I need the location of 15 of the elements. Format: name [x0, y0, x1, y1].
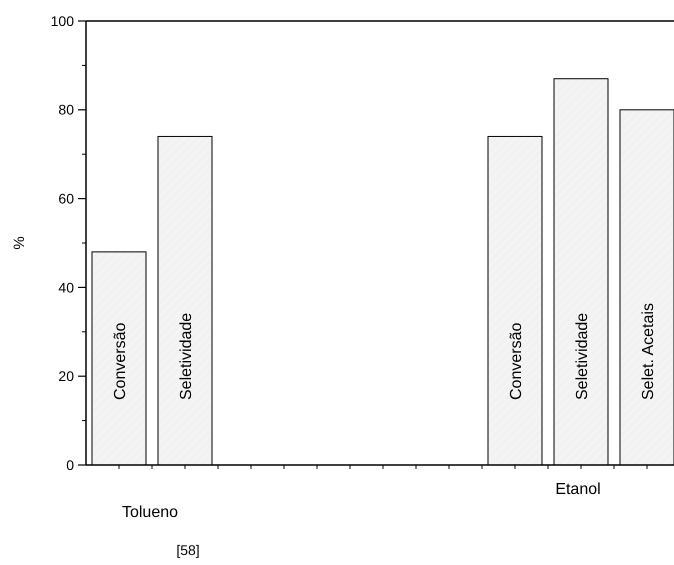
y-tick-label: 100 [50, 12, 74, 29]
x-tick-label: Conversão [112, 322, 129, 400]
y-tick-label: 40 [58, 279, 74, 296]
y-tick-label: 60 [58, 190, 74, 206]
x-tick-label: Conversão [508, 322, 525, 400]
y-axis-title: % [11, 236, 28, 250]
x-tick-label: Seletividade [178, 312, 195, 400]
text: Etanol [555, 481, 601, 498]
text: [58] [176, 542, 200, 558]
y-tick-label: 20 [58, 368, 74, 384]
x-tick-label: Seletividade [574, 312, 591, 400]
y-tick-label: 0 [66, 456, 74, 473]
y-tick-label: 80 [58, 102, 74, 118]
x-tick-label: Selet. Acetais [640, 303, 657, 400]
text: Tolueno [122, 504, 178, 521]
